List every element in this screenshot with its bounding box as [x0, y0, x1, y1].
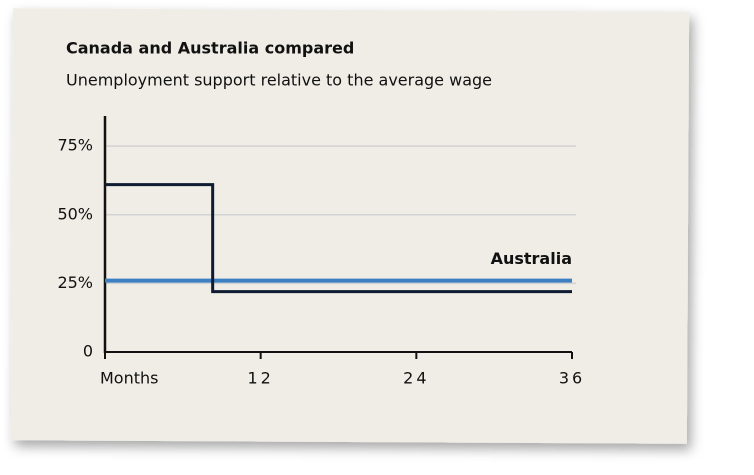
chart-subtitle: Unemployment support relative to the ave…: [66, 71, 492, 90]
x-tick-label: 12: [247, 369, 273, 388]
y-tick-label: 0: [83, 342, 93, 361]
x-tick-label: 36: [559, 369, 585, 388]
y-tick-label: 50%: [57, 204, 93, 223]
paper-card: [10, 8, 690, 444]
y-tick-label: 25%: [57, 273, 93, 292]
y-tick-label: 75%: [57, 136, 93, 155]
series-line: [105, 183, 572, 294]
series-label: Australia: [491, 249, 572, 268]
chart-title: Canada and Australia compared: [66, 39, 354, 58]
x-tick-label: Months: [100, 369, 158, 388]
x-tick-label: 24: [403, 369, 429, 388]
